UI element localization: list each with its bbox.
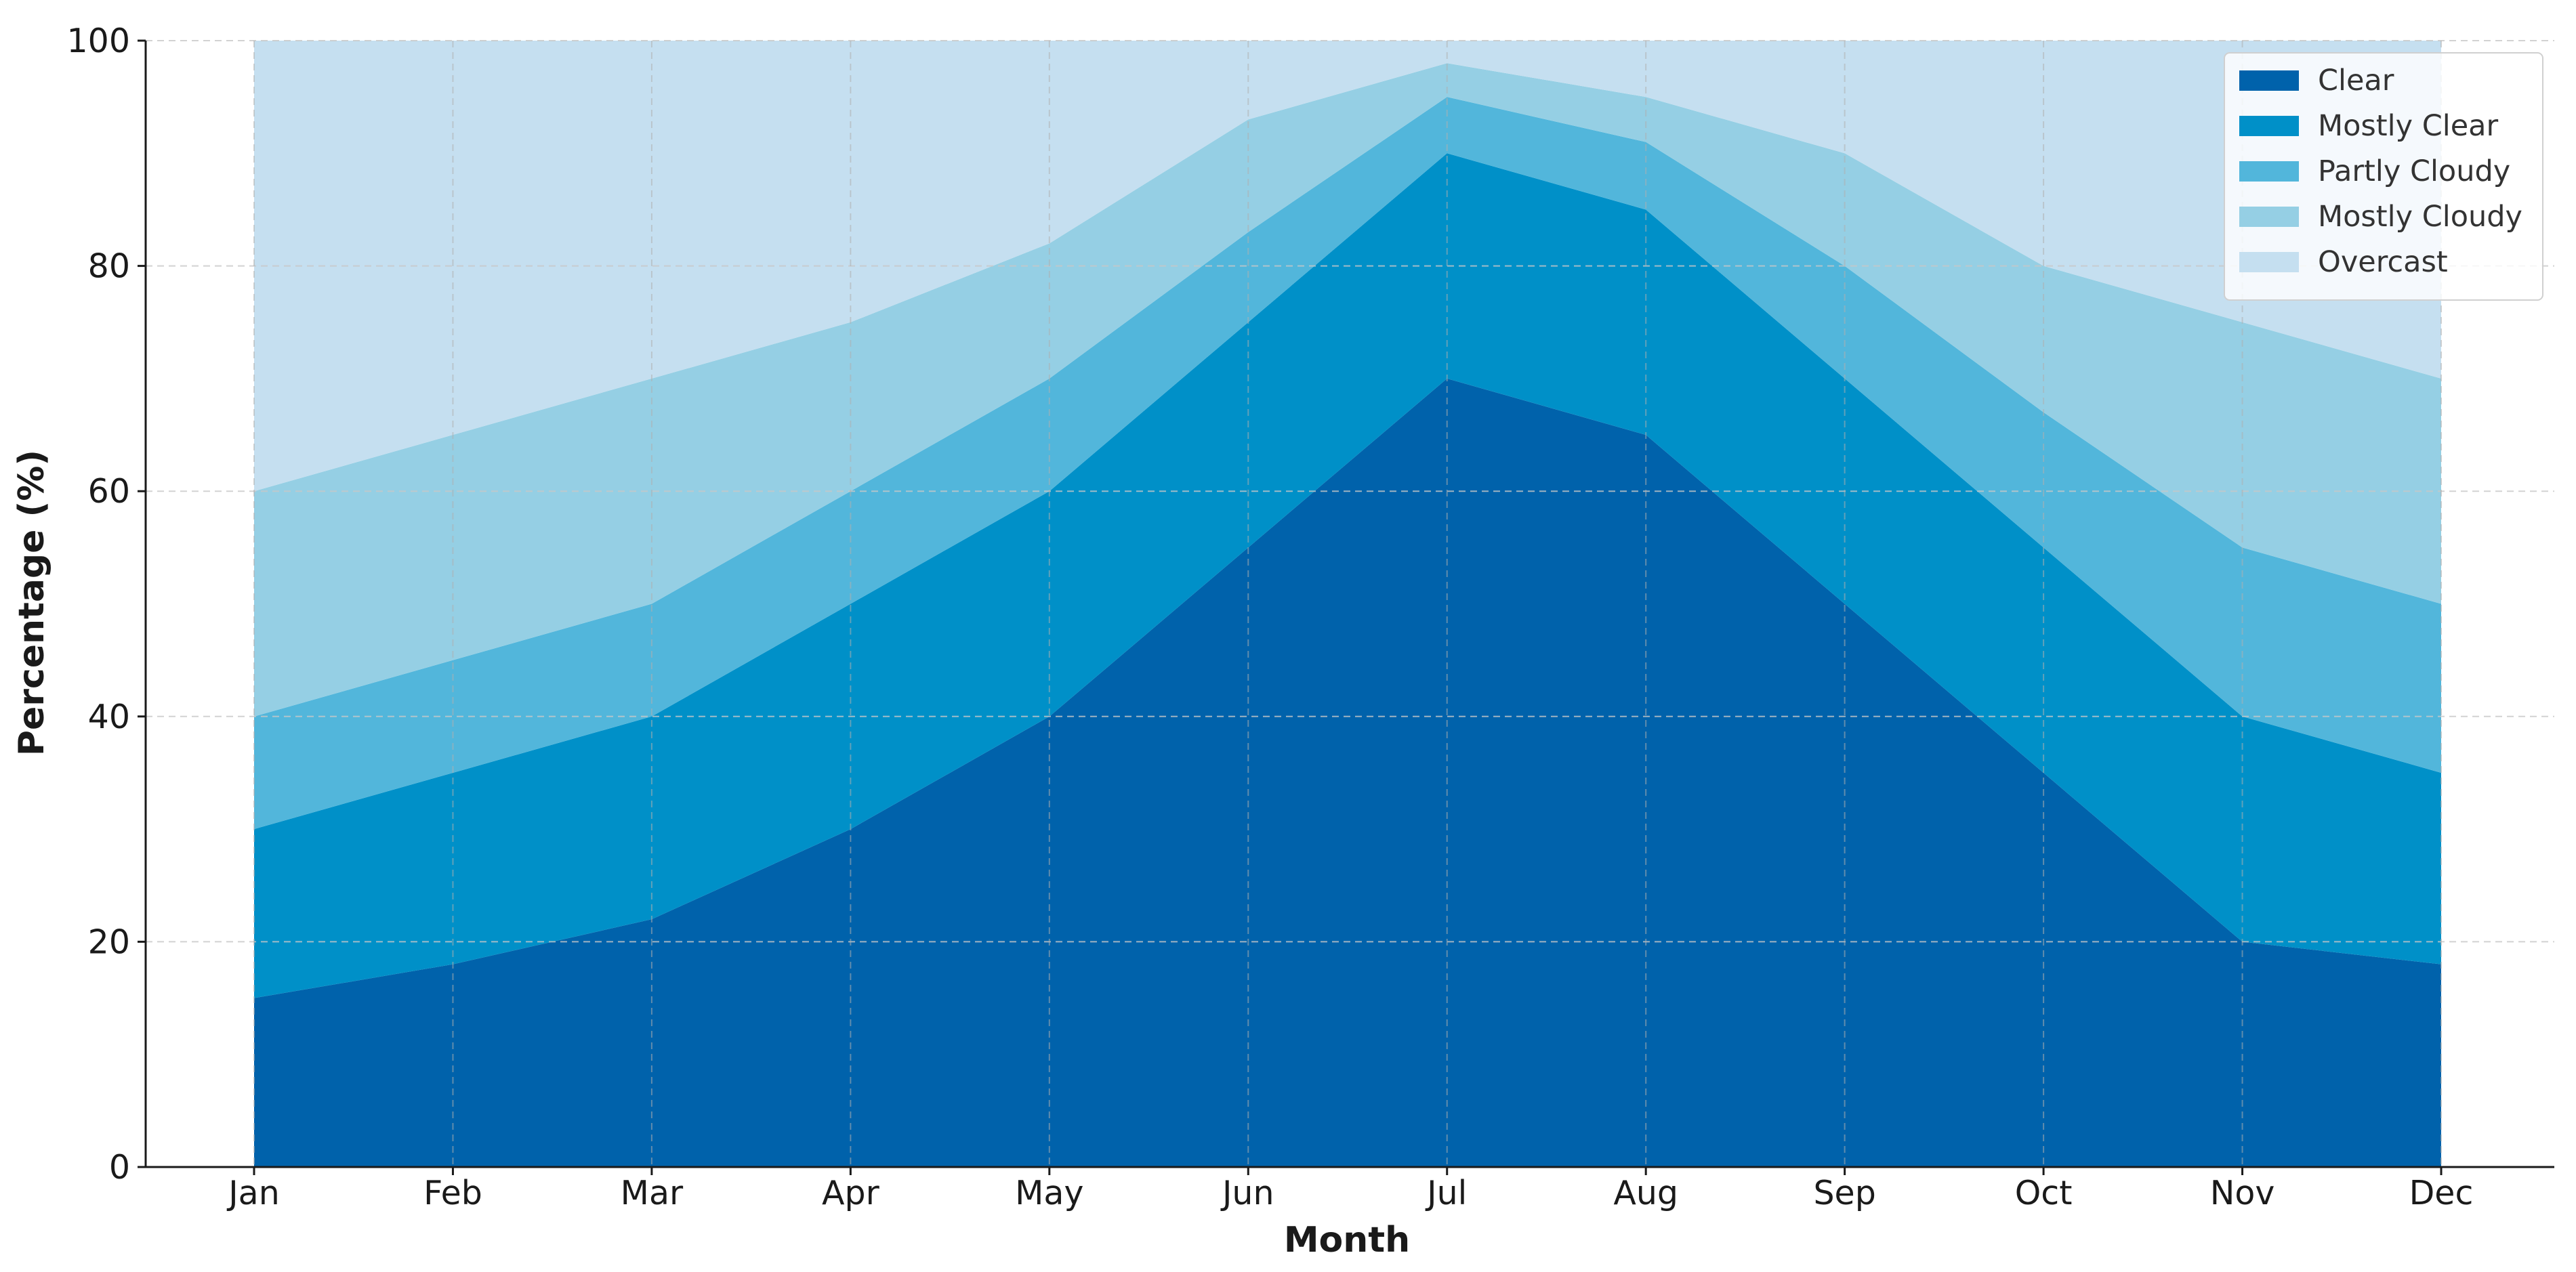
x-tick-labels: Jan Feb Mar Apr May Jun Jul Aug Sep Oct Nov Dec <box>226 1174 2473 1212</box>
legend-swatch-mostly-cloudy <box>2239 207 2299 227</box>
x-tick-label: May <box>1015 1174 1083 1212</box>
y-tick-label: 40 <box>88 698 130 736</box>
y-tick-labels: 0 20 40 60 80 100 <box>66 22 130 1187</box>
legend-swatch-overcast <box>2239 252 2299 272</box>
area-layers <box>254 41 2441 1167</box>
legend-label: Mostly Cloudy <box>2318 200 2522 234</box>
legend-label: Mostly Clear <box>2318 109 2499 143</box>
x-tick-label: Jan <box>226 1174 280 1212</box>
legend-swatch-mostly-clear <box>2239 116 2299 136</box>
legend-label: Partly Cloudy <box>2318 154 2510 188</box>
legend-box <box>2224 52 2543 301</box>
legend-label: Overcast <box>2318 245 2448 279</box>
x-axis-title: Month <box>1284 1220 1410 1260</box>
y-tick-label: 0 <box>109 1148 130 1187</box>
area-mostly-cloudy <box>254 63 2441 717</box>
legend-label: Clear <box>2318 64 2394 98</box>
axes <box>138 39 2554 1175</box>
legend-swatch-clear <box>2239 70 2299 91</box>
y-tick-label: 60 <box>88 472 130 511</box>
y-tick-label: 80 <box>88 247 130 286</box>
x-tick-label: Jun <box>1220 1174 1274 1212</box>
x-tick-label: Jul <box>1425 1174 1467 1212</box>
area-clear <box>254 378 2441 1167</box>
x-tick-label: Dec <box>2409 1174 2474 1212</box>
x-tick-label: Mar <box>621 1174 684 1212</box>
x-tick-label: Oct <box>2015 1174 2073 1212</box>
legend: Clear Mostly Clear Partly Cloudy Mostly Clo… <box>2224 52 2543 301</box>
x-tick-label: Nov <box>2210 1174 2275 1212</box>
legend-swatch-partly-cloudy <box>2239 161 2299 182</box>
y-tick-label: 20 <box>88 923 130 961</box>
area-overcast <box>254 41 2441 492</box>
x-tick-label: Aug <box>1613 1174 1678 1212</box>
y-tick-label: 100 <box>66 22 130 60</box>
x-tick-label: Sep <box>1813 1174 1875 1212</box>
x-tick-label: Feb <box>423 1174 482 1212</box>
area-partly-cloudy <box>254 97 2441 830</box>
x-tick-label: Apr <box>822 1174 880 1212</box>
y-axis-title: Percentage (%) <box>12 450 52 756</box>
area-mostly-clear <box>254 153 2441 998</box>
